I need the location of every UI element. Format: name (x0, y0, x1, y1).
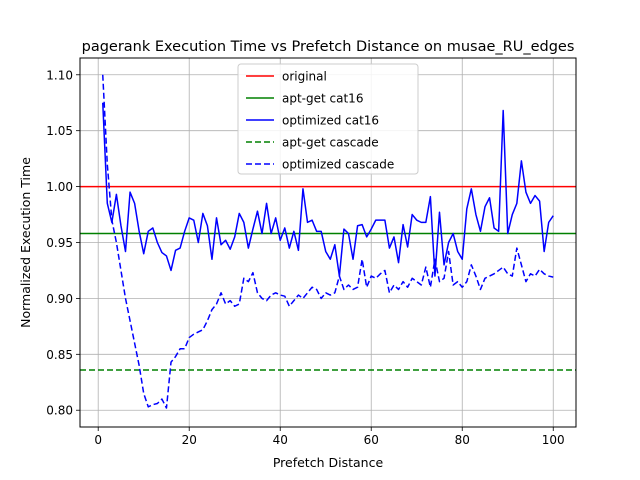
x-tick-label: 20 (182, 433, 197, 447)
chart-title: pagerank Execution Time vs Prefetch Dist… (82, 39, 575, 55)
y-tick-label: 1.10 (46, 68, 73, 82)
y-tick-label: 1.05 (46, 124, 73, 138)
series-line-optimized-cascade (102, 74, 554, 409)
x-tick-label: 60 (364, 433, 379, 447)
y-tick-label: 0.85 (46, 348, 73, 362)
legend-label: apt-get cat16 (282, 92, 363, 106)
reference-lines (80, 185, 576, 371)
legend: original apt-get cat16 optimized cat16 apt-… (237, 63, 419, 175)
series-lines (102, 74, 554, 409)
y-tick-label: 1.00 (46, 180, 73, 194)
y-tick-label: 0.95 (46, 236, 73, 250)
x-tick-label: 80 (455, 433, 470, 447)
legend-label: optimized cascade (282, 158, 394, 172)
legend-label: optimized cat16 (282, 114, 379, 128)
y-axis-label: Normalized Execution Time (18, 157, 33, 328)
y-axis-ticks: 0.80 0.85 0.90 0.95 1.00 1.05 1.10 (46, 68, 80, 418)
x-tick-label: 40 (273, 433, 288, 447)
legend-label: apt-get cascade (282, 136, 379, 150)
legend-label: original (282, 70, 327, 84)
y-tick-label: 0.90 (46, 292, 73, 306)
series-line-optimized-cat16 (102, 102, 554, 277)
legend-box (237, 63, 419, 175)
x-tick-label: 0 (94, 433, 102, 447)
x-axis-ticks: 0 20 40 60 80 100 (94, 427, 565, 447)
x-tick-label: 100 (542, 433, 565, 447)
x-axis-label: Prefetch Distance (273, 455, 384, 470)
y-tick-label: 0.80 (46, 404, 73, 418)
